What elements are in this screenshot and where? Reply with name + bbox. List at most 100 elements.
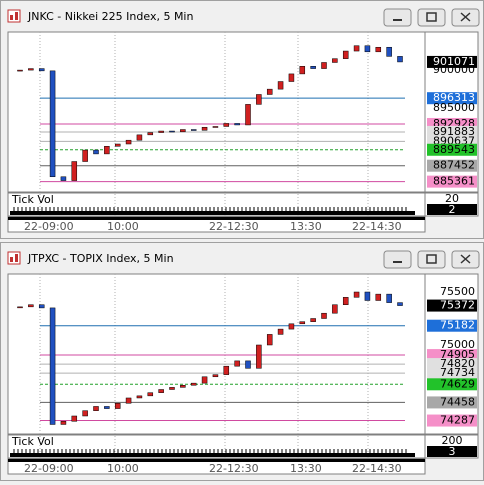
minimize-button[interactable] <box>383 250 412 269</box>
candle <box>49 307 56 425</box>
time-label: 13:30 <box>290 462 322 475</box>
time-axis-bar <box>8 217 425 220</box>
candle <box>321 62 327 69</box>
candle <box>38 304 45 309</box>
candle <box>71 415 78 422</box>
time-label: 22-09:00 <box>24 462 74 475</box>
candle <box>277 328 284 335</box>
app-icon <box>7 9 21 23</box>
candle <box>125 397 132 404</box>
maximize-glyph <box>426 12 437 22</box>
price-label: 885361 <box>433 175 475 188</box>
candle <box>17 69 23 72</box>
candle <box>397 56 403 63</box>
candle <box>332 304 338 314</box>
candle <box>310 66 316 69</box>
candle <box>60 176 67 181</box>
candle <box>147 392 154 397</box>
volume-bar <box>10 453 415 457</box>
price-label-bg <box>427 92 477 105</box>
volume-last: 2 <box>449 203 456 216</box>
minimize-glyph <box>393 261 402 263</box>
price-label-bg <box>427 55 477 68</box>
price-label: 74905 <box>440 348 475 361</box>
minimize-button[interactable] <box>383 8 412 27</box>
chart-window: JNKC - Nikkei 225 Index, 5 Min 9010719000… <box>0 0 484 239</box>
window-title: JTPXC - TOPIX Index, 5 Min <box>27 252 174 265</box>
candle <box>201 376 208 384</box>
price-label-bg <box>427 125 477 138</box>
candle <box>190 129 197 131</box>
candle <box>136 395 143 399</box>
price-label-bg <box>427 378 477 391</box>
price-label-bg <box>427 367 477 380</box>
price-label-bg <box>427 414 477 427</box>
candle <box>104 406 110 409</box>
volume-last-bg <box>427 446 477 457</box>
candle <box>364 291 371 301</box>
price-label: 887452 <box>433 159 475 172</box>
maximize-glyph <box>426 254 437 264</box>
candle <box>342 297 349 305</box>
candle <box>342 50 349 59</box>
candle <box>38 68 45 72</box>
candle <box>375 46 382 53</box>
candle <box>386 293 392 303</box>
price-label: 74629 <box>440 377 475 390</box>
volume-bar <box>10 211 415 215</box>
candle <box>266 88 273 95</box>
candle <box>299 321 306 325</box>
volume-last-bg <box>427 204 477 215</box>
candle <box>223 365 230 375</box>
app-icon-bar <box>15 12 18 20</box>
candle <box>364 45 371 53</box>
candle <box>104 146 110 155</box>
price-label: 74287 <box>440 414 475 427</box>
price-label-bg <box>427 299 477 312</box>
price-label: 75372 <box>440 299 475 312</box>
candle <box>158 130 164 133</box>
time-axis-bar <box>8 459 425 462</box>
candle <box>299 66 306 75</box>
candle <box>201 126 208 131</box>
time-label: 13:30 <box>290 220 322 233</box>
candle <box>234 360 240 367</box>
time-label: 10:00 <box>107 220 139 233</box>
candle <box>288 73 295 82</box>
candle <box>49 70 56 178</box>
candle <box>28 68 34 71</box>
price-label-bg <box>427 349 477 362</box>
window-title: JNKC - Nikkei 225 Index, 5 Min <box>27 10 193 23</box>
candle <box>60 421 67 425</box>
candle <box>223 123 230 127</box>
price-label: 900000 <box>433 63 475 76</box>
candle <box>114 143 121 147</box>
candle <box>28 304 34 308</box>
app-icon-bar <box>10 257 13 262</box>
maximize-button[interactable] <box>417 8 446 27</box>
candle <box>136 134 143 141</box>
candle <box>256 344 262 369</box>
price-label: 895000 <box>433 101 475 114</box>
maximize-button[interactable] <box>417 250 446 269</box>
candle <box>245 360 251 369</box>
candle <box>321 312 327 319</box>
candle <box>386 46 392 57</box>
price-label-bg <box>427 319 477 332</box>
candle <box>114 403 121 409</box>
candle <box>93 149 99 155</box>
volume-title: Tick Vol <box>11 193 54 206</box>
candle <box>125 139 132 145</box>
candle <box>375 293 382 301</box>
candle <box>190 382 197 386</box>
candle <box>353 45 360 52</box>
price-label: 75000 <box>440 338 475 351</box>
app-icon-bar <box>15 254 18 262</box>
price-label: 74458 <box>440 395 475 408</box>
candle <box>397 302 403 306</box>
close-glyph <box>460 254 471 264</box>
candle <box>169 130 175 133</box>
price-label-bg <box>427 143 477 156</box>
price-label: 75182 <box>440 319 475 332</box>
